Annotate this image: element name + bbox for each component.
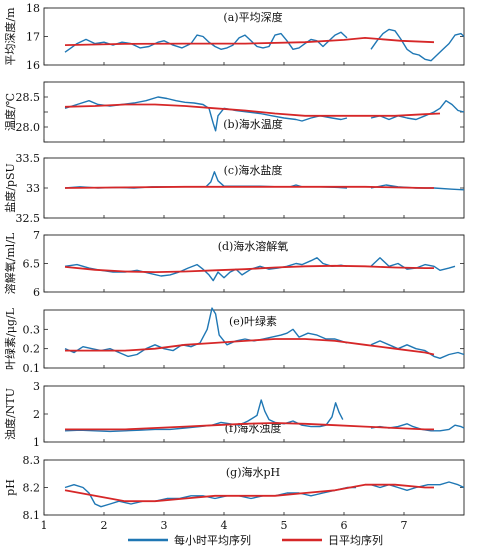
- panel-a: 16 17 18 平均深度/m (a)平均深度: [3, 2, 465, 72]
- x-tick-label: 3: [161, 519, 168, 532]
- x-tick-label: 7: [401, 519, 408, 532]
- x-axis: 1 2 3 4 5 6 7: [41, 519, 408, 532]
- y-tick-label: 2: [33, 408, 40, 421]
- legend: 每小时平均序列 日平均序列: [128, 533, 383, 547]
- series-line-daily: [64, 264, 434, 273]
- panel-title: (g)海水pH: [226, 465, 280, 479]
- panel-title: (b)海水温度: [223, 117, 283, 131]
- y-tick-label: 0.1: [23, 362, 41, 375]
- y-axis-label: 盐度/pSU: [3, 163, 17, 213]
- panel-d: 6 6.5 7 溶解氧/ml/L (d)海水溶解氧: [3, 229, 465, 299]
- series-line-hourly: [370, 340, 465, 359]
- series-line-daily: [64, 483, 434, 503]
- series-line-daily: [64, 37, 435, 46]
- y-tick-label: 18: [26, 2, 40, 15]
- y-tick-label: 28.0: [16, 121, 41, 134]
- x-tick-label: 2: [101, 519, 108, 532]
- series-line-hourly: [64, 96, 348, 132]
- y-tick-label: 1: [33, 436, 40, 449]
- x-tick-label: 5: [281, 519, 288, 532]
- y-axis-label: 温度/℃: [3, 93, 17, 131]
- x-tick-label: 1: [41, 519, 48, 532]
- y-tick-label: 3: [33, 380, 40, 393]
- y-tick-label: 8.2: [23, 482, 41, 495]
- x-tick-label: 4: [221, 519, 228, 532]
- legend-label-hourly: 每小时平均序列: [174, 533, 251, 547]
- panel-e: 0.1 0.2 0.3 叶绿素/μg/L (e)叶绿素: [3, 307, 465, 375]
- y-tick-label: 8.1: [23, 509, 41, 522]
- panel-title: (e)叶绿素: [229, 314, 277, 328]
- y-tick-label: 6: [33, 286, 40, 299]
- legend-label-daily: 日平均序列: [328, 533, 383, 547]
- y-tick-label: 16: [26, 59, 40, 72]
- y-tick-label: 0.3: [23, 323, 41, 336]
- series-line-hourly: [64, 399, 344, 433]
- y-axis-label: 溶解氧/ml/L: [3, 232, 17, 294]
- series-line-daily: [65, 338, 435, 356]
- series-line-hourly: [370, 100, 465, 121]
- y-axis-label: pH: [4, 479, 17, 496]
- series-line-hourly: [64, 257, 348, 282]
- y-tick-label: 6.5: [23, 258, 41, 271]
- y-tick-label: 28.5: [16, 91, 41, 104]
- series-line-daily: [64, 103, 441, 117]
- series-line-hourly: [64, 171, 348, 189]
- series-line-daily: [64, 185, 434, 189]
- y-axis-label: 叶绿素/μg/L: [3, 307, 17, 370]
- panel-title: (d)海水溶解氧: [218, 239, 289, 253]
- series-line-hourly: [370, 28, 465, 62]
- panel-frame: [43, 309, 465, 369]
- panel-c: 32.5 33 33.5盐度/pSU (c)海水盐度: [3, 152, 465, 225]
- y-tick-label: 33.5: [16, 152, 41, 165]
- series-line-hourly: [64, 484, 356, 508]
- y-axis-label: 浊度/NTU: [3, 388, 17, 440]
- panel-g: 8.1 8.2 8.3 pH (g)海水pH: [4, 454, 465, 522]
- panel-title: (c)海水盐度: [224, 163, 283, 177]
- series-line-hourly: [64, 307, 348, 358]
- y-tick-label: 7: [33, 229, 40, 242]
- y-tick-label: 32.5: [16, 212, 41, 225]
- y-tick-label: 8.3: [23, 454, 41, 467]
- y-tick-label: 33: [26, 182, 40, 195]
- y-tick-label: 17: [26, 31, 40, 44]
- x-tick-label: 6: [341, 519, 348, 532]
- y-axis-label: 平均深度/m: [3, 7, 17, 66]
- panel-title: (a)平均深度: [223, 10, 282, 24]
- y-tick-label: 0.2: [23, 343, 41, 356]
- series-line-daily: [65, 422, 434, 431]
- panel-b: 28.0 28.5温度/℃ (b)海水温度: [3, 81, 465, 143]
